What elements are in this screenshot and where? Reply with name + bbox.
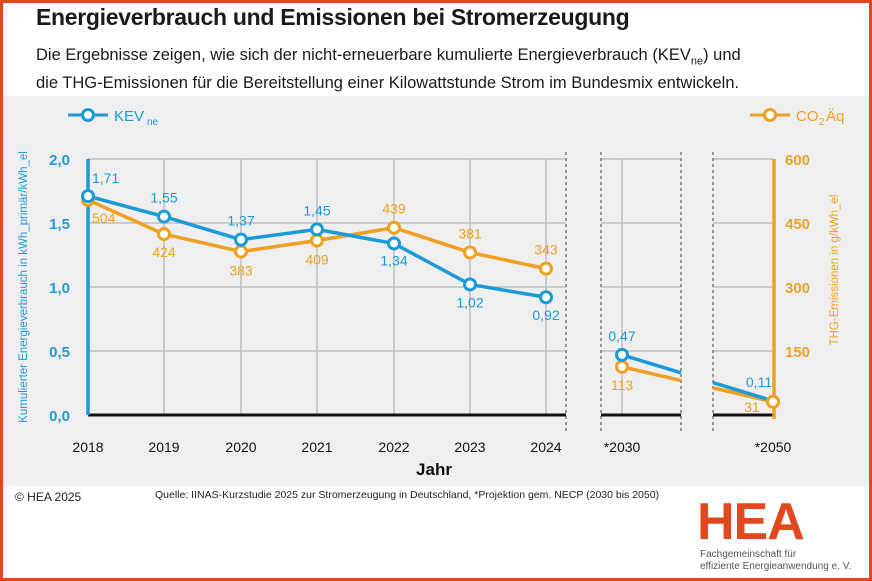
kev-data-label: 0,47 — [608, 328, 635, 344]
y-right-axis-label: THG-Emissionen in g/kWh_el — [829, 195, 841, 346]
co2-line-projection-2030 — [621, 365, 682, 383]
x-tick-label: 2024 — [530, 439, 561, 455]
kev-point — [157, 209, 171, 224]
logo-tagline: Fachgemeinschaft für effiziente Energiean… — [700, 549, 851, 573]
copyright: © HEA 2025 — [15, 490, 82, 504]
co2-point — [463, 245, 477, 260]
kev-point — [615, 347, 629, 362]
co2-data-label: 439 — [382, 201, 406, 217]
legend-kev-marker — [81, 108, 95, 122]
y-left-axis-label: Kumulierter Energieverbrauch in kWh_prim… — [18, 151, 30, 423]
y-left-tick-label: 1,0 — [49, 280, 70, 297]
y-left-tick-label: 1,5 — [49, 216, 70, 233]
x-tick-label: *2050 — [755, 439, 792, 455]
kev-data-label: 0,92 — [532, 307, 559, 323]
x-tick-label: 2018 — [72, 439, 103, 455]
y-left-tick-label: 0,0 — [49, 408, 70, 425]
page-subtitle: Die Ergebnisse zeigen, wie sich der nich… — [36, 44, 866, 94]
co2-point — [234, 244, 248, 259]
legend-co2-label: CO — [796, 108, 819, 125]
subtitle-part1: Die Ergebnisse zeigen, wie sich der nich… — [36, 46, 691, 64]
chart-panel — [3, 96, 869, 486]
kev-data-label: 1,71 — [92, 170, 119, 186]
legend-kev-sub: ne — [147, 117, 159, 128]
kev-data-label: 1,34 — [380, 252, 407, 268]
x-tick-label: 2022 — [378, 439, 409, 455]
y-right-tick-label: 150 — [785, 344, 810, 361]
co2-point — [615, 359, 629, 374]
kev-point — [539, 290, 553, 305]
kev-data-label: 1,37 — [227, 213, 254, 229]
logo-tagline-line2: effiziente Energieanwendung e. V. — [700, 561, 852, 572]
legend-kev-label: KEV — [114, 108, 144, 125]
y-left-tick-label: 2,0 — [49, 152, 70, 169]
legend-co2-marker — [763, 108, 777, 122]
co2-data-label: 383 — [229, 263, 253, 279]
subtitle-line2: die THG-Emissionen für die Bereitstellun… — [36, 74, 740, 93]
co2-point — [157, 227, 171, 242]
kev-line-projection-2050 — [712, 380, 774, 403]
co2-data-label: 113 — [611, 377, 634, 393]
co2-data-label: 381 — [458, 225, 482, 241]
subtitle-subscript: ne — [690, 55, 704, 68]
kev-data-label: 1,02 — [456, 294, 483, 310]
hea-logo: HEA — [697, 493, 805, 551]
kev-data-label: 1,45 — [303, 202, 330, 218]
y-right-tick-label: 300 — [785, 280, 810, 297]
x-tick-label: 2023 — [454, 439, 485, 455]
co2-point — [539, 261, 553, 276]
legend-co2-suffix: Äq — [826, 108, 844, 125]
source-note: Quelle: IINAS-Kurzstudie 2025 zur Strome… — [155, 489, 660, 501]
co2-data-label: 424 — [152, 244, 176, 260]
y-left-tick-label: 0,5 — [49, 344, 70, 361]
kev-point — [310, 222, 324, 237]
x-axis-label: Jahr — [416, 460, 452, 479]
legend-co2-sub: 2 — [819, 117, 825, 128]
kev-point — [463, 277, 477, 292]
co2-data-label: 504 — [92, 210, 116, 226]
page-title: Energieverbrauch und Emissionen bei Stro… — [36, 4, 630, 30]
co2-point — [310, 233, 324, 248]
x-tick-label: 2020 — [225, 439, 256, 455]
kev-line-projection-2030 — [621, 353, 682, 375]
logo-tagline-line1: Fachgemeinschaft für — [700, 549, 797, 560]
x-tick-label: 2019 — [148, 439, 179, 455]
co2-point — [387, 220, 401, 235]
y-right-tick-label: 450 — [785, 216, 810, 233]
co2-data-label: 31 — [744, 399, 760, 415]
co2-data-label: 343 — [534, 242, 558, 258]
subtitle-part2: ) und — [703, 46, 741, 64]
kev-point — [81, 189, 95, 204]
y-right-tick-label: 600 — [785, 152, 810, 169]
x-tick-label: 2021 — [301, 439, 332, 455]
kev-point — [387, 236, 401, 251]
x-tick-label: *2030 — [604, 439, 641, 455]
kev-point — [234, 232, 248, 247]
co2-data-label: 409 — [305, 251, 329, 267]
kev-data-label: 0,11 — [746, 374, 772, 390]
kev-data-label: 1,55 — [150, 190, 177, 206]
co2-point-2050 — [766, 394, 780, 409]
